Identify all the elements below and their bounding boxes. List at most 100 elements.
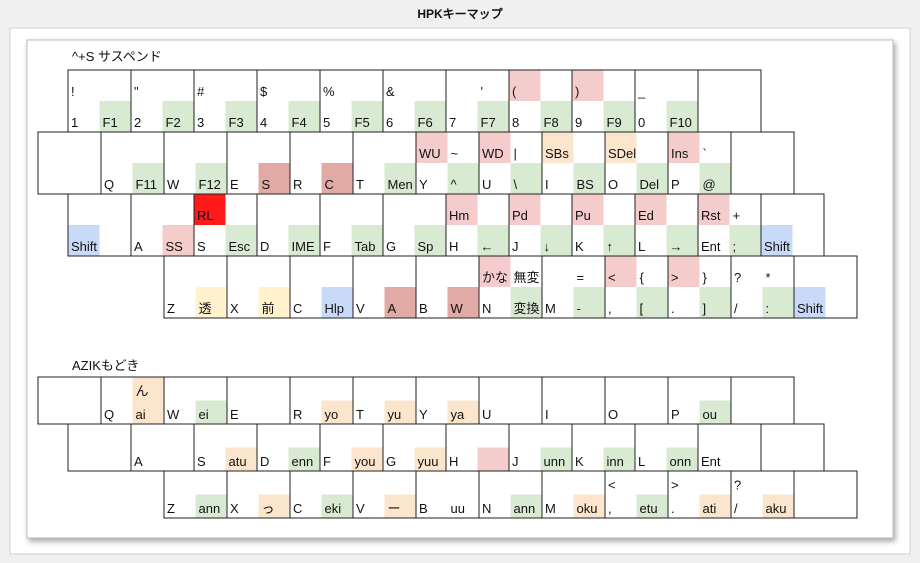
key-label: ai [136, 407, 146, 422]
key-label: っ [262, 501, 275, 516]
key-label: Pu [575, 208, 591, 223]
key-label: 0 [638, 115, 645, 130]
key-label: . [671, 501, 675, 516]
key-label: R [293, 407, 302, 422]
key-label: ; [733, 239, 737, 254]
key-cell [603, 225, 635, 256]
key-label: * [766, 270, 771, 285]
key-label: enn [292, 454, 314, 469]
key-cell [477, 447, 509, 471]
key-cell [195, 287, 227, 318]
key-cell [636, 494, 668, 518]
key [793, 470, 858, 519]
key-cell [132, 377, 164, 401]
key-cell [573, 287, 605, 318]
key-cell [794, 287, 826, 318]
key-label: yo [325, 407, 339, 422]
key-label: , [608, 301, 612, 316]
key-cell [510, 163, 542, 194]
key-label: F12 [199, 177, 221, 192]
key-cell [321, 494, 353, 518]
key-label: Ins [671, 146, 689, 161]
key-cell [288, 447, 320, 471]
key-cell [573, 494, 605, 518]
key-label: uu [451, 501, 465, 516]
key-label: ? [734, 270, 741, 285]
key-label: Ent [701, 239, 721, 254]
key-cell [666, 447, 698, 471]
key-label: V [356, 301, 365, 316]
key-cell [477, 225, 509, 256]
key-label: ~ [451, 146, 459, 161]
key-cell [699, 287, 731, 318]
key-cell [195, 163, 227, 194]
key-cell [762, 494, 794, 518]
key-label: ann [199, 501, 221, 516]
key-cell [288, 225, 320, 256]
key-label: L [638, 454, 645, 469]
key-label: F8 [544, 115, 559, 130]
key-label: M [545, 501, 556, 516]
key-label: B [419, 501, 428, 516]
key-label: C [293, 301, 302, 316]
key-label: _ [637, 84, 646, 99]
key-label: # [197, 84, 205, 99]
key-label: Z [167, 501, 175, 516]
key-label: S [197, 454, 206, 469]
key-label: ya [451, 407, 466, 422]
key-cell [414, 225, 446, 256]
section-label: AZIKもどき [72, 358, 139, 373]
key-cell [510, 494, 542, 518]
key-label: X [230, 501, 239, 516]
key-label: Z [167, 301, 175, 316]
key-cell [288, 101, 320, 132]
key-label: & [386, 84, 395, 99]
key-label: 6 [386, 115, 393, 130]
key-label: \ [514, 177, 518, 192]
key-label: F5 [355, 115, 370, 130]
key-cell [477, 101, 509, 132]
key-label: 8 [512, 115, 519, 130]
key-label: C [325, 177, 334, 192]
key-label: RL [197, 208, 214, 223]
key-label: Hlp [325, 301, 345, 316]
key-label: ' [481, 84, 483, 99]
key-label: SDel [608, 146, 636, 161]
key-label: 前 [262, 301, 275, 316]
key-label: Hm [449, 208, 469, 223]
key-label: N [482, 301, 491, 316]
key-cell [132, 400, 164, 424]
key-cell [605, 132, 637, 163]
key-cell [699, 163, 731, 194]
key-cell [351, 101, 383, 132]
key-cell [479, 256, 511, 287]
key-label: J [512, 454, 519, 469]
key-label: aku [766, 501, 787, 516]
key-cell [603, 447, 635, 471]
key-cell [68, 225, 100, 256]
key-cell [699, 400, 731, 424]
key-label: ou [703, 407, 717, 422]
key-cell [572, 70, 604, 101]
key-label: unn [544, 454, 566, 469]
key-label: - [577, 301, 581, 316]
key-cell [194, 194, 226, 225]
key-cell [479, 132, 511, 163]
key-cell [351, 225, 383, 256]
key-label: F4 [292, 115, 307, 130]
key-label: N [482, 501, 491, 516]
key-label: P [671, 407, 680, 422]
key-label: Ed [638, 208, 654, 223]
key-label: K [575, 454, 584, 469]
key-label: = [577, 270, 585, 285]
key-label: B [419, 301, 428, 316]
key-label: yu [388, 407, 402, 422]
key-cell [446, 194, 478, 225]
key-cell [351, 447, 383, 471]
key-label: Ent [701, 454, 721, 469]
key-cell [321, 163, 353, 194]
key-label: 2 [134, 115, 141, 130]
keymap: ^+S サスペンド! 1 F1 " 2 F2 #3 F3 $4 F4% 5 F5 & 6 F6 ' 7 F7 (8 F… [37, 49, 858, 519]
key-cell [132, 163, 164, 194]
key-label: ん [136, 384, 149, 399]
